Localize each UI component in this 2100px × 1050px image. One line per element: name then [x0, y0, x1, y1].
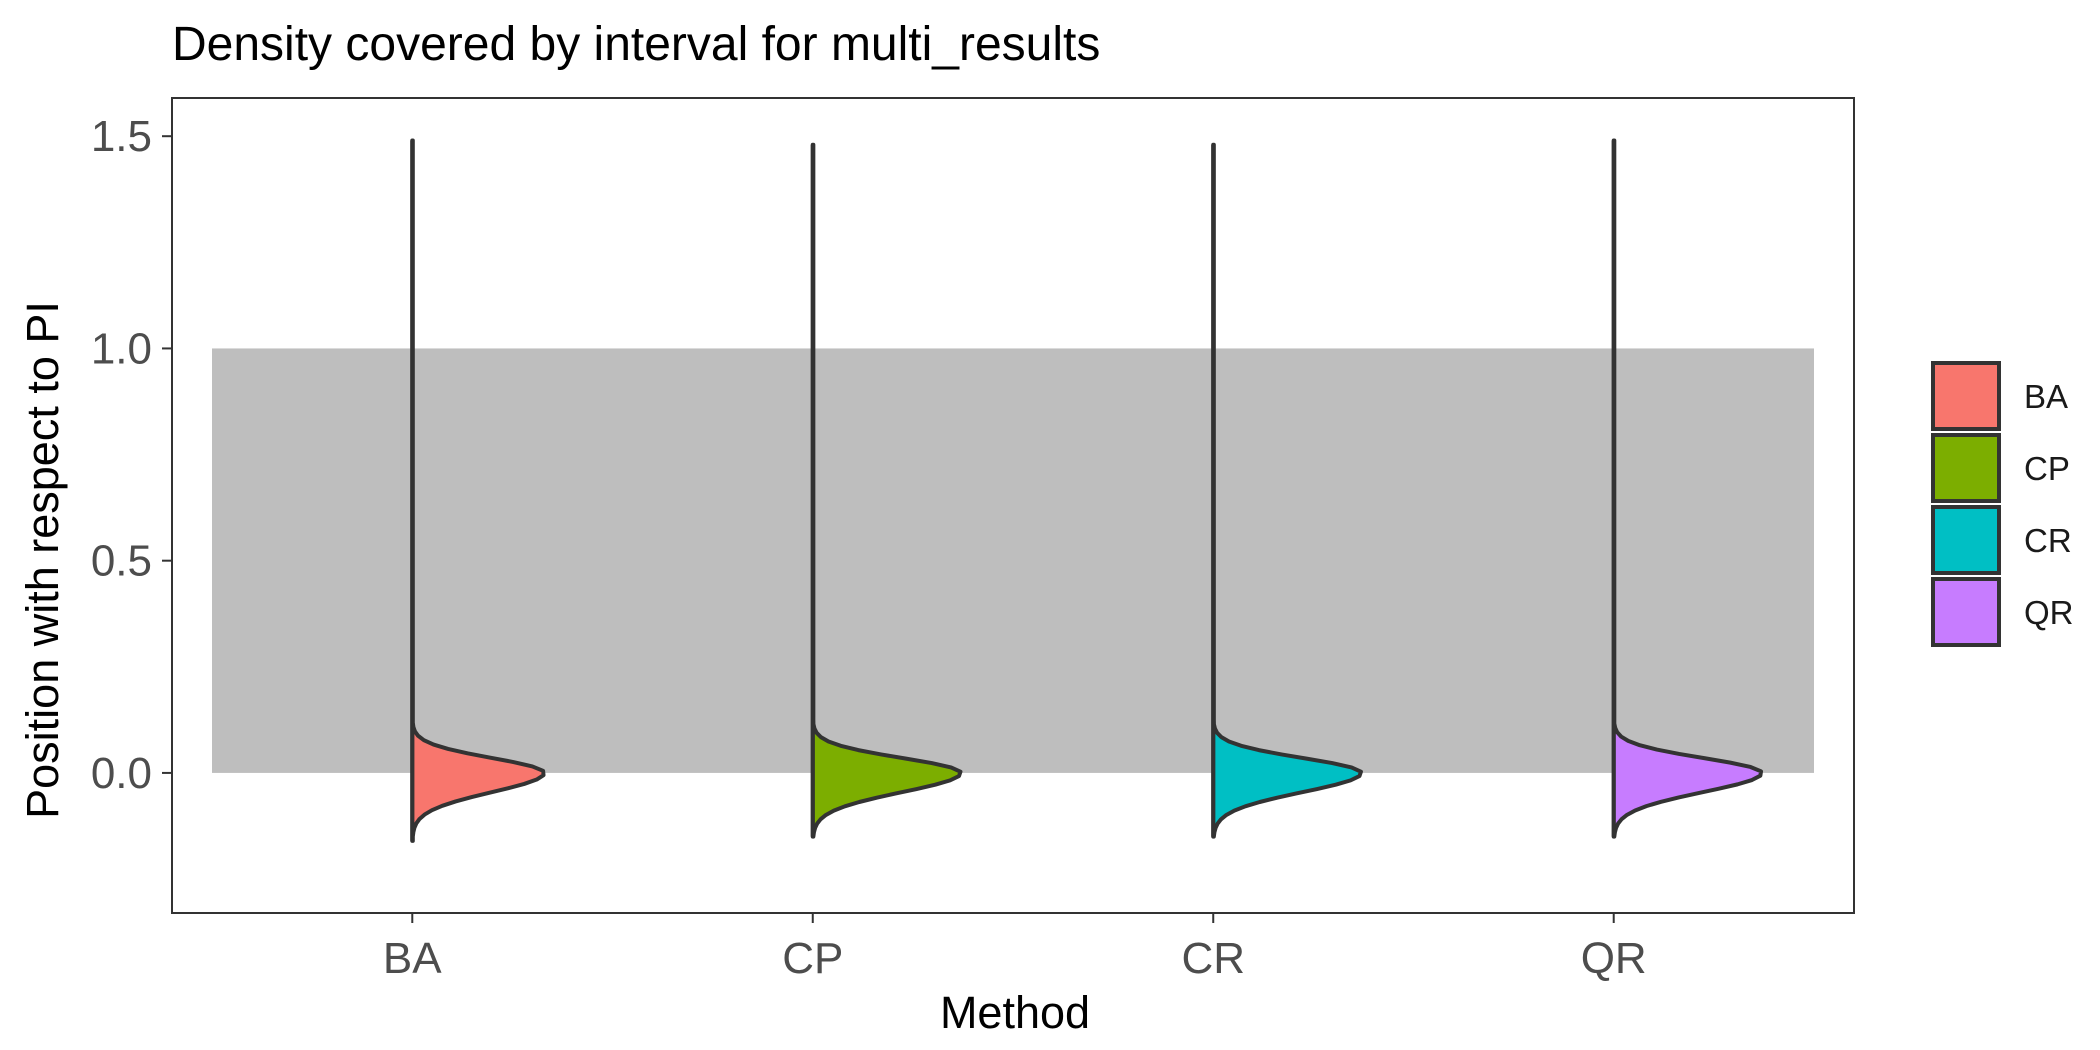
legend: BA CP CR QR — [1930, 360, 2074, 648]
x-tick-label: BA — [383, 934, 442, 983]
x-tick-label: CP — [782, 934, 843, 983]
legend-key-cr — [1931, 505, 2001, 575]
legend-key-cp — [1931, 433, 2001, 503]
legend-label-cp: CP — [2024, 450, 2070, 487]
y-tick-label: 1.0 — [91, 324, 152, 373]
y-tick-label: 1.5 — [91, 112, 152, 161]
legend-label-qr: QR — [2024, 594, 2074, 631]
x-axis-title: Method — [940, 987, 1090, 1038]
x-tick-label: CR — [1181, 934, 1245, 983]
panel-border — [171, 97, 1855, 914]
plot-area: 0.0 0.5 1.0 1.5 BA CP CR QR — [91, 97, 1855, 983]
interval-band — [212, 348, 1814, 773]
x-tick-label: QR — [1581, 934, 1647, 983]
y-tick-label: 0.5 — [91, 537, 152, 586]
legend-label-ba: BA — [2024, 378, 2068, 415]
legend-key-ba — [1931, 361, 2001, 431]
legend-label-cr: CR — [2024, 522, 2072, 559]
legend-key-qr — [1931, 577, 2001, 647]
y-tick-label: 0.0 — [91, 749, 152, 798]
chart-title: Density covered by interval for multi_re… — [172, 18, 1100, 71]
y-axis-title: Position with respect to PI — [17, 301, 68, 819]
